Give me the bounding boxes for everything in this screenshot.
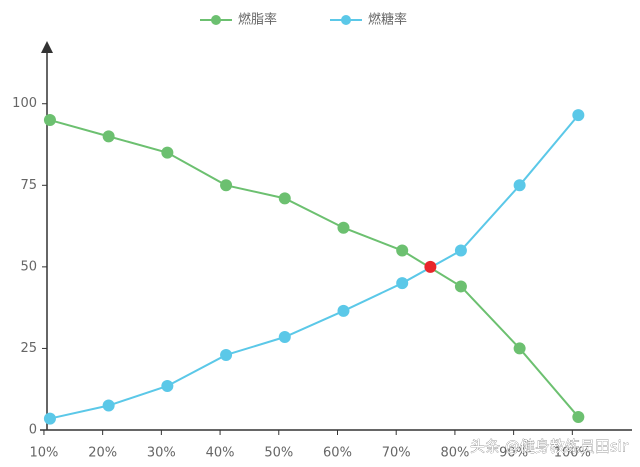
legend-marker <box>341 15 351 25</box>
data-point <box>513 342 526 355</box>
data-point <box>220 179 233 192</box>
legend-label: 燃糖率 <box>368 12 407 28</box>
data-point <box>43 412 56 425</box>
data-point <box>278 192 291 205</box>
watermark: 头条 @健身教练员田sir <box>470 438 629 456</box>
x-tick-label: 80% <box>440 446 469 461</box>
data-point <box>337 304 350 317</box>
data-point <box>454 280 467 293</box>
data-point <box>102 399 115 412</box>
y-tick-label: 50 <box>20 259 37 274</box>
series-line <box>49 114 580 420</box>
x-tick-label: 60% <box>323 446 352 461</box>
x-tick-label: 30% <box>147 446 176 461</box>
data-point <box>337 221 350 234</box>
x-tick-label: 90% <box>499 446 528 461</box>
x-tick-label: 50% <box>264 446 293 461</box>
data-point <box>43 114 56 127</box>
data-point <box>396 277 409 290</box>
data-point <box>161 379 174 392</box>
x-tick-label: 70% <box>382 446 411 461</box>
data-point <box>572 109 585 122</box>
data-point <box>278 331 291 344</box>
data-point <box>454 244 467 257</box>
x-tick-label: 10% <box>29 446 58 461</box>
x-tick-label: 20% <box>88 446 117 461</box>
series-line <box>49 119 580 418</box>
data-point <box>396 244 409 257</box>
y-tick-label: 100 <box>12 96 37 111</box>
x-tick-label: 40% <box>206 446 235 461</box>
data-point <box>220 348 233 361</box>
data-point <box>513 179 526 192</box>
legend-marker <box>211 15 221 25</box>
data-point <box>102 130 115 143</box>
y-tick-label: 0 <box>29 423 37 438</box>
data-point <box>572 410 585 423</box>
legend-label: 燃脂率 <box>238 12 277 28</box>
y-tick-label: 75 <box>20 178 37 193</box>
x-tick-label: 100% <box>554 446 591 461</box>
y-tick-label: 25 <box>20 341 37 356</box>
intersection-point <box>424 260 437 273</box>
data-point <box>161 146 174 159</box>
